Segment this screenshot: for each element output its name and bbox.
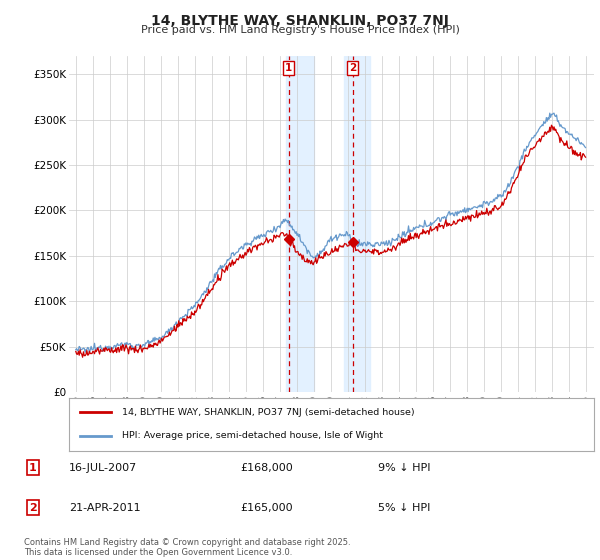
Text: HPI: Average price, semi-detached house, Isle of Wight: HPI: Average price, semi-detached house,…	[121, 431, 383, 440]
Text: Price paid vs. HM Land Registry's House Price Index (HPI): Price paid vs. HM Land Registry's House …	[140, 25, 460, 35]
Text: 1: 1	[29, 463, 37, 473]
Text: 1: 1	[285, 63, 292, 73]
Text: 21-APR-2011: 21-APR-2011	[69, 503, 140, 513]
Bar	[286, 56, 314, 392]
Text: 16-JUL-2007: 16-JUL-2007	[69, 463, 137, 473]
Text: £168,000: £168,000	[240, 463, 293, 473]
Text: 9% ↓ HPI: 9% ↓ HPI	[378, 463, 431, 473]
Text: 2: 2	[29, 503, 37, 513]
Bar	[344, 56, 370, 392]
Text: 2: 2	[349, 63, 356, 73]
Text: Contains HM Land Registry data © Crown copyright and database right 2025.
This d: Contains HM Land Registry data © Crown c…	[24, 538, 350, 557]
Text: 5% ↓ HPI: 5% ↓ HPI	[378, 503, 430, 513]
Text: £165,000: £165,000	[240, 503, 293, 513]
Text: 14, BLYTHE WAY, SHANKLIN, PO37 7NJ: 14, BLYTHE WAY, SHANKLIN, PO37 7NJ	[151, 14, 449, 28]
Text: 14, BLYTHE WAY, SHANKLIN, PO37 7NJ (semi-detached house): 14, BLYTHE WAY, SHANKLIN, PO37 7NJ (semi…	[121, 408, 414, 417]
